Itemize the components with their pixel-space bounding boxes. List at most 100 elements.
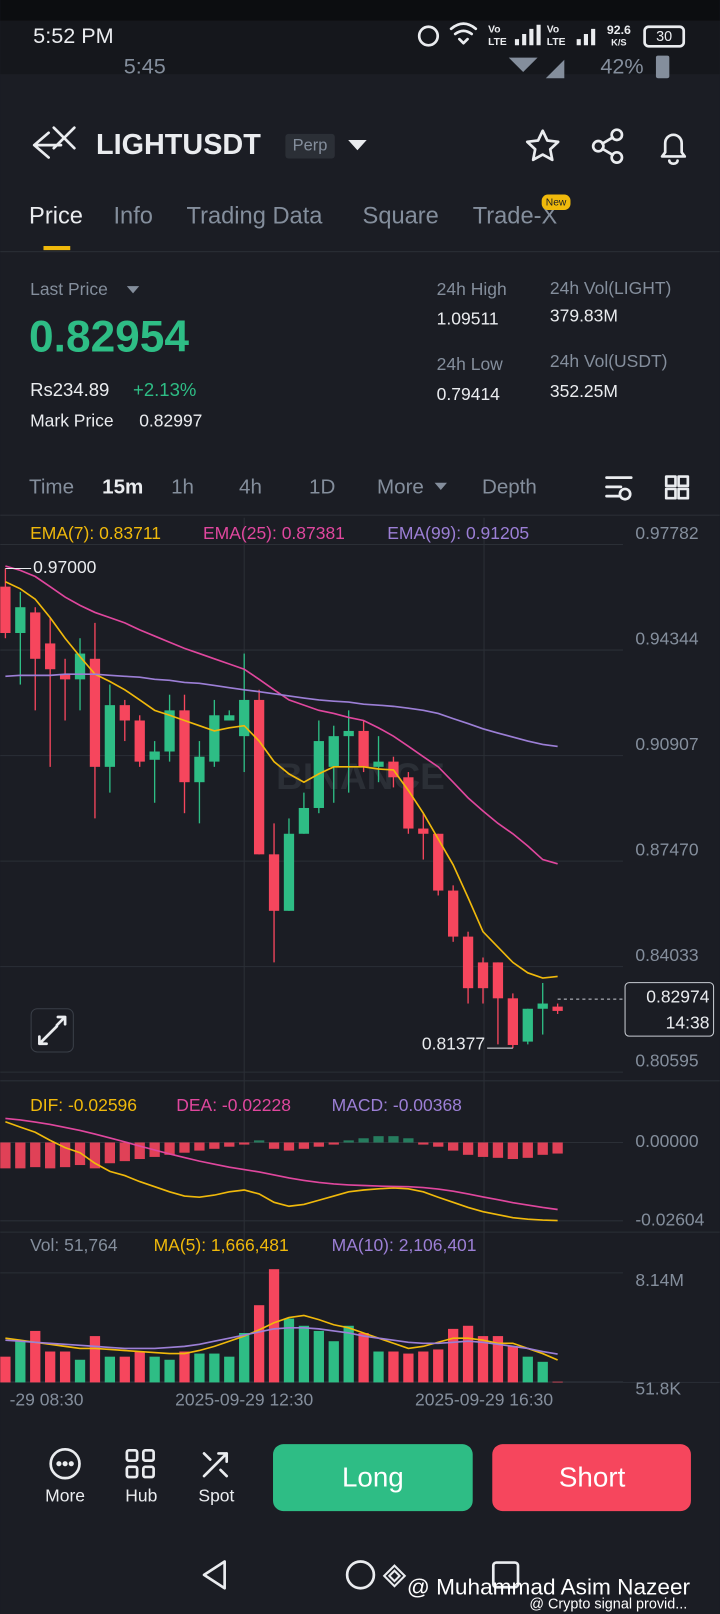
x-tick-label: 2025-09-29 16:30 — [415, 1390, 553, 1410]
volume-bar — [119, 1356, 130, 1383]
candle-body — [74, 653, 86, 680]
interval[interactable]: More — [377, 475, 424, 498]
volume-bar — [283, 1318, 295, 1383]
nav-back[interactable] — [202, 1560, 226, 1590]
y-tick-label: 0.94344 — [635, 628, 698, 648]
x-tick-label: 2025-09-29 12:30 — [175, 1390, 313, 1410]
volte-1: Vo — [488, 25, 500, 36]
nav-recent[interactable] — [491, 1561, 520, 1589]
volume-bar — [239, 1332, 250, 1383]
tab[interactable]: Info — [113, 203, 152, 229]
candle-body — [448, 890, 459, 937]
macd-bar — [194, 1142, 205, 1151]
ema-line — [5, 673, 558, 748]
battery: 30 — [656, 29, 672, 45]
y-tick-label: 8.14M — [635, 1270, 684, 1290]
macd-bar — [343, 1140, 354, 1143]
macd-bar — [433, 1142, 444, 1147]
volume-bar — [433, 1349, 444, 1383]
macd-bar — [15, 1142, 26, 1169]
macd-bar — [507, 1142, 519, 1160]
macd-bar — [164, 1142, 175, 1155]
alert-button[interactable] — [660, 133, 687, 165]
volume-bar — [343, 1325, 354, 1383]
tab-underline — [43, 246, 71, 251]
macd-bar — [253, 1140, 265, 1143]
long-button[interactable] — [273, 1444, 473, 1512]
candle-body — [0, 586, 11, 633]
dea-line — [5, 1117, 558, 1211]
short-button[interactable] — [492, 1444, 691, 1512]
volume-bar — [462, 1325, 474, 1383]
volte-2: Vo — [547, 25, 559, 36]
macd-bar — [209, 1142, 220, 1149]
tab[interactable]: Square — [363, 203, 439, 229]
nav-home[interactable] — [345, 1560, 376, 1590]
favorite-button[interactable] — [525, 129, 560, 162]
volume-bar — [313, 1330, 324, 1383]
more-dropdown[interactable] — [434, 482, 447, 490]
shortcut[interactable]: More — [45, 1485, 85, 1505]
macd-bar — [74, 1142, 86, 1166]
volume-bar — [194, 1353, 205, 1383]
volume-bar — [418, 1351, 429, 1383]
layout-button[interactable] — [664, 475, 690, 500]
symbol-dropdown[interactable] — [348, 139, 367, 151]
macd-bar — [89, 1142, 101, 1169]
macd-bar — [462, 1142, 474, 1155]
interval[interactable]: Time — [29, 475, 74, 498]
volume-bar — [74, 1359, 86, 1383]
macd-legend: DIF: -0.02596 — [30, 1095, 137, 1115]
candle-body — [164, 710, 175, 752]
volume-bar — [253, 1305, 265, 1383]
macd-bar — [179, 1142, 190, 1153]
shortcut[interactable]: Hub — [125, 1485, 157, 1505]
back-button[interactable] — [32, 126, 76, 159]
volume-bar — [179, 1351, 190, 1383]
volume-bar — [477, 1336, 489, 1383]
candle-body — [59, 674, 71, 680]
ema-legend: EMA(7): 0.83711 — [30, 523, 161, 543]
shortcut[interactable]: Spot — [198, 1485, 234, 1505]
change: +2.13% — [133, 379, 196, 400]
volume-bar — [134, 1351, 145, 1383]
y-tick-label: 0.97782 — [635, 523, 698, 543]
fiat-price: Rs234.89 — [30, 379, 109, 400]
interval[interactable]: 1D — [309, 475, 335, 498]
intervals: Time 15m 1h 4h 1D More Depth — [29, 475, 537, 498]
status-edge — [0, 0, 720, 21]
candle-body — [552, 1006, 563, 1011]
vol-base: 379.83M — [550, 306, 618, 326]
credit-logo — [382, 1564, 407, 1588]
last-price-tag — [624, 982, 715, 1037]
volume-bar — [328, 1341, 339, 1383]
y-tick-label: 0.84033 — [635, 945, 698, 965]
macd-bar — [30, 1142, 41, 1168]
tab[interactable]: Trading Data — [187, 203, 324, 229]
macd-bar — [477, 1142, 489, 1157]
contract: Perp — [293, 137, 328, 155]
candle-body — [403, 777, 414, 829]
contract-badge — [285, 133, 335, 159]
interval[interactable]: 15m — [102, 475, 143, 498]
volume-ma-line — [5, 1314, 558, 1361]
dif-line — [5, 1120, 558, 1222]
candle-body — [433, 833, 444, 891]
macd-bar — [224, 1142, 235, 1147]
tab[interactable]: Price — [29, 203, 83, 229]
kline-chart: BINANCE 0.977820.943440.909070.874700.84… — [0, 517, 720, 1410]
expand-button[interactable] — [30, 1008, 74, 1053]
interval[interactable]: 1h — [171, 475, 194, 498]
y-tick-label: 0.00000 — [635, 1131, 698, 1151]
macd-bar — [298, 1142, 310, 1149]
candle-body — [298, 807, 310, 834]
divider — [0, 514, 720, 516]
candle-body — [373, 761, 384, 767]
chart-settings[interactable] — [605, 476, 633, 501]
last-price-dropdown[interactable] — [126, 286, 140, 294]
interval[interactable]: 4h — [239, 475, 262, 498]
share-button[interactable] — [591, 128, 624, 164]
macd-bar — [134, 1142, 145, 1160]
interval[interactable]: Depth — [482, 475, 537, 498]
